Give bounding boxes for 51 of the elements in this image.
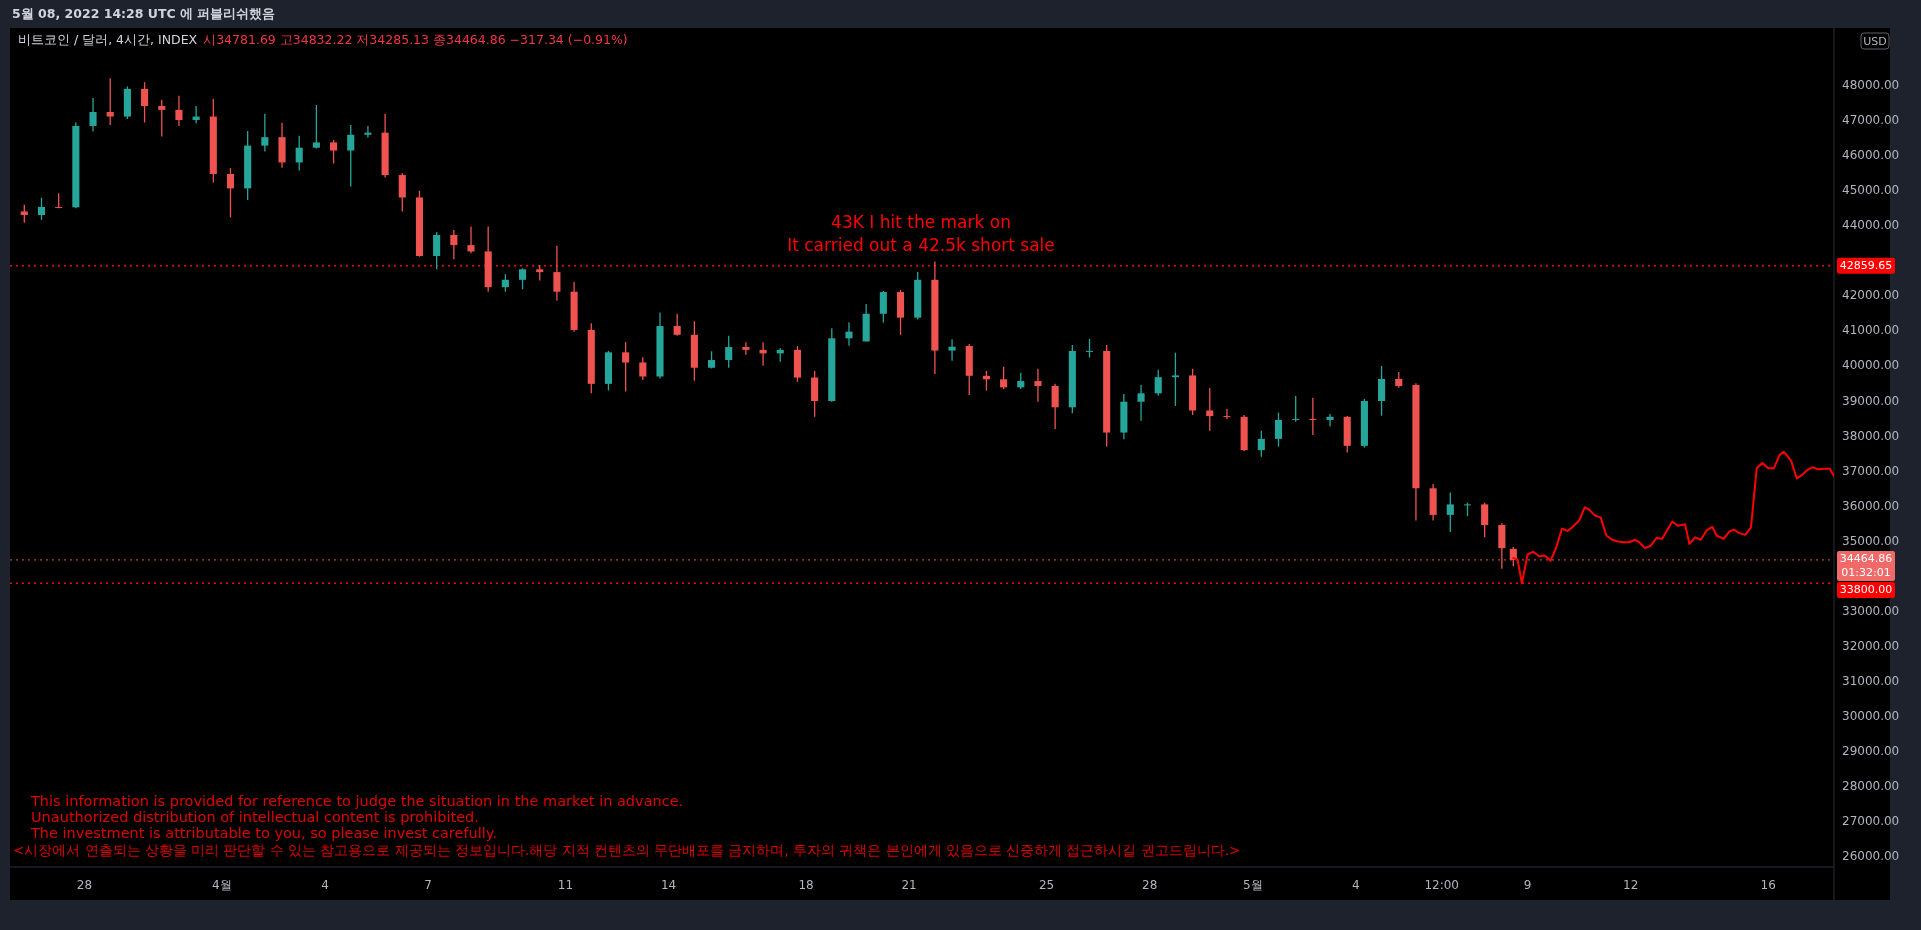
x-tick-label: 9 — [1523, 877, 1532, 892]
y-tick-label: 26000.00 — [1842, 848, 1900, 863]
x-tick-label: 4 — [321, 877, 329, 892]
y-tick-label: 47000.00 — [1842, 113, 1900, 128]
y-tick-label: 42000.00 — [1842, 288, 1900, 303]
annotation: It carried out a 42.5k short sale — [787, 235, 1055, 255]
y-tick-label: 28000.00 — [1842, 778, 1900, 793]
x-tick-label: 18 — [798, 877, 814, 892]
y-tick-label: 48000.00 — [1842, 78, 1900, 93]
x-tick-label: 28 — [76, 877, 93, 892]
x-tick-label: 12:00 — [1424, 877, 1460, 892]
y-tick-label: 30000.00 — [1842, 708, 1900, 723]
annotation: <시장에서 연출되는 상황을 미리 판단할 수 있는 참고용으로 제공되는 정보입니다.해당 지적 컨텐츠의 무단배포를 금지하며, 투자의 귀책은 본인에게 있음으로 신중하게 접근하시길 권고드립니다.> — [13, 842, 1241, 858]
y-tick-label: 37000.00 — [1842, 463, 1900, 478]
ref-line-label: 42859.65 — [1839, 258, 1893, 272]
y-tick-label: 35000.00 — [1842, 533, 1900, 548]
x-tick-label: 21 — [901, 877, 917, 892]
chart-title: 비트코인 / 달러, 4시간, INDEX — [18, 31, 198, 47]
y-tick-label: 38000.00 — [1842, 428, 1900, 443]
text: 5월 08, 2022 14:28 UTC 에 퍼블리쉬했음 — [12, 5, 276, 21]
y-tick-label: 45000.00 — [1842, 183, 1900, 198]
y-tick-label: 46000.00 — [1842, 148, 1900, 163]
y-tick-label: 33000.00 — [1842, 603, 1900, 618]
x-tick-label: 5월 — [1242, 877, 1263, 892]
y-tick-label: 39000.00 — [1842, 393, 1900, 408]
annotation: This information is provided for reference to judge the situation in the market in advance. — [30, 793, 684, 809]
y-tick-label: 41000.00 — [1842, 323, 1900, 338]
annotation: 43K I hit the mark on — [831, 212, 1011, 232]
y-tick-label: 31000.00 — [1842, 673, 1900, 688]
x-tick-label: 11 — [557, 877, 574, 892]
chart-subtitle: 시34781.69 고34832.22 저34285.13 종34464.86 −317.34 (−0.91%) — [203, 31, 628, 47]
y-tick-label: 36000.00 — [1842, 498, 1900, 513]
x-tick-label: 14 — [660, 877, 677, 892]
y-tick-label: 40000.00 — [1842, 358, 1900, 373]
x-tick-label: 7 — [424, 877, 432, 892]
annotation: Unauthorized distribution of intellectual content is prohibited. — [31, 809, 479, 825]
text: 01:32:01 — [1841, 565, 1891, 579]
x-tick-label: 25 — [1038, 877, 1055, 892]
x-tick-label: 4월 — [212, 877, 232, 892]
y-axis-title: USD — [1863, 34, 1887, 48]
annotation: The investment is attributable to you, so please invest carefully. — [30, 825, 497, 841]
x-tick-label: 4 — [1351, 877, 1360, 892]
y-tick-label: 29000.00 — [1842, 743, 1900, 758]
y-tick-label: 44000.00 — [1842, 218, 1900, 233]
ref-line-label: 33800.00 — [1839, 582, 1893, 596]
ref-line-label: 34464.86 — [1839, 551, 1893, 565]
y-tick-label: 27000.00 — [1842, 813, 1900, 828]
x-tick-label: 16 — [1760, 877, 1776, 892]
x-tick-label: 12 — [1623, 877, 1639, 892]
y-tick-label: 32000.00 — [1842, 638, 1900, 653]
x-tick-label: 28 — [1142, 877, 1158, 892]
